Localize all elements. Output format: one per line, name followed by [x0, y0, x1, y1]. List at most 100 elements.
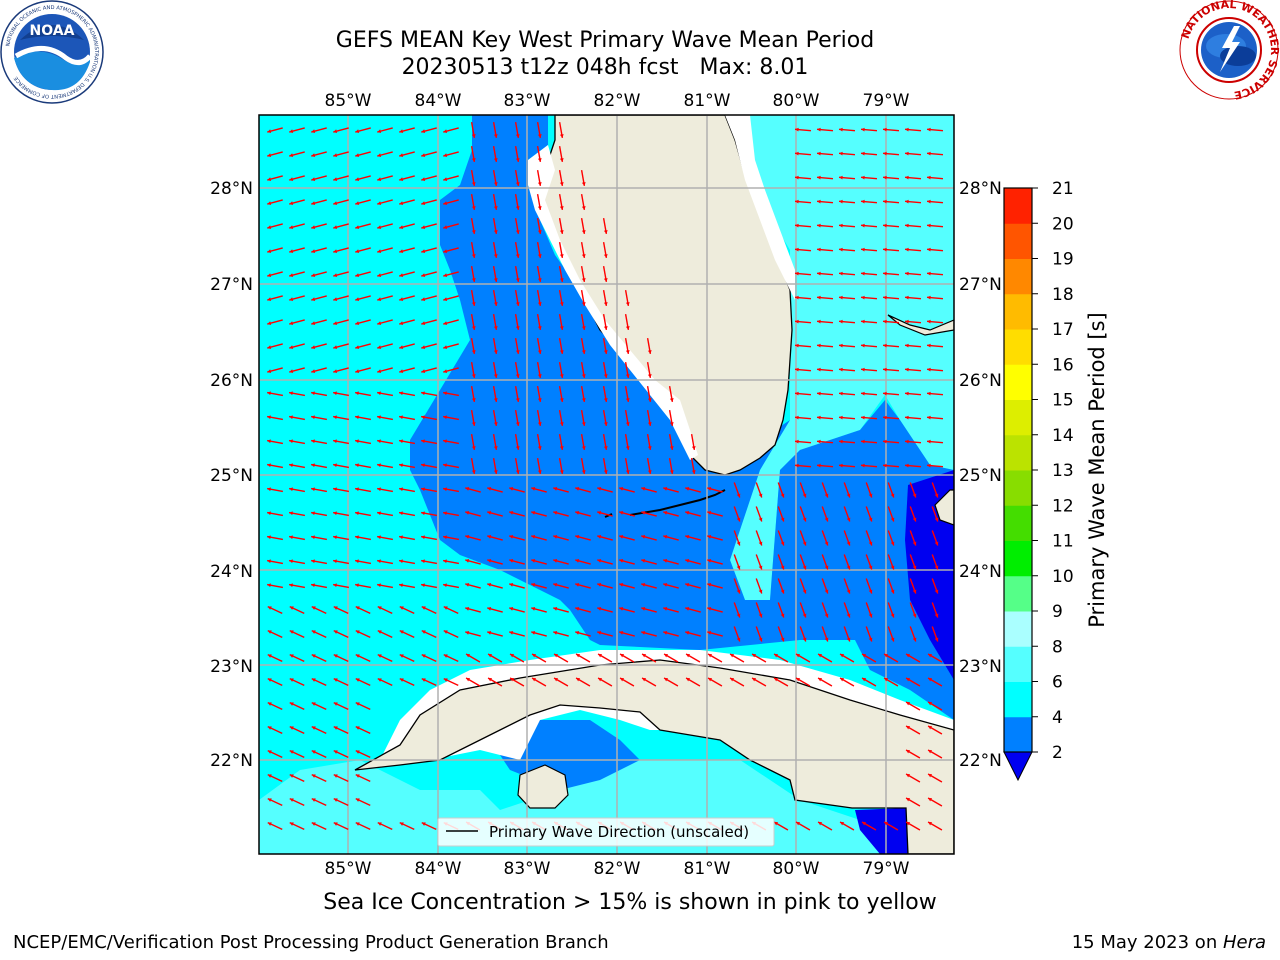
wave-direction-arrowhead [537, 422, 542, 426]
wave-direction-arrowhead [559, 374, 564, 378]
wave-direction-arrowhead [399, 463, 403, 468]
wave-direction-arrowhead [890, 541, 895, 546]
wave-direction-arrowhead [399, 369, 404, 374]
wave-direction-arrowhead [861, 175, 865, 180]
wave-direction-arrowhead [377, 153, 382, 158]
wave-direction-arrowhead [575, 534, 580, 539]
wave-direction-arrowhead [465, 486, 470, 491]
wave-direction-arrowhead [289, 391, 293, 396]
wave-direction-arrowhead [515, 470, 520, 474]
wave-direction-arrowhead [839, 271, 843, 276]
wave-direction-arrowhead [355, 129, 360, 134]
chart-subtitle: 20230513 t12z 048h fcst Max: 8.01 [250, 54, 960, 81]
wave-direction-arrowhead [355, 321, 360, 326]
wave-direction-arrowhead [443, 487, 447, 492]
wave-direction-arrowhead [377, 559, 381, 564]
wave-direction-arrowhead [466, 654, 471, 658]
wave-direction-arrowhead [862, 678, 867, 682]
wave-direction-arrowhead [905, 175, 909, 180]
wave-direction-arrowhead [289, 678, 294, 682]
wave-direction-arrowhead [355, 415, 359, 420]
wave-direction-arrowhead [487, 534, 492, 539]
wave-direction-arrowhead [906, 702, 911, 706]
wave-direction-arrowhead [267, 750, 272, 754]
wave-direction-arrowhead [471, 134, 476, 138]
map-frame [258, 114, 955, 855]
wave-direction-arrowhead [603, 398, 608, 402]
sea-ice-note: Sea Ice Concentration > 15% is shown in … [323, 890, 937, 915]
wave-direction-arrowhead [597, 486, 602, 491]
wave-direction-arrowhead [774, 678, 779, 682]
wave-direction-arrowhead [861, 271, 865, 276]
lat-tick-25n: 25°N [210, 466, 253, 486]
wave-direction-arrowhead [736, 637, 741, 642]
lon-tick-80w: 80°W [773, 91, 820, 111]
wave-direction-arrowhead [471, 254, 476, 258]
wave-direction-arrowhead [861, 415, 865, 420]
wave-direction-arrowhead [883, 199, 887, 204]
wave-direction-arrowhead [868, 637, 873, 642]
wave-direction-arrowhead [333, 249, 338, 254]
wave-direction-arrowhead [421, 822, 426, 826]
colorbar-tick-label: 14 [1052, 426, 1074, 446]
lat-tick-25n: 25°N [959, 466, 1002, 486]
wave-direction-arrowhead [861, 343, 865, 348]
wave-direction-arrowhead [625, 374, 630, 378]
wave-direction-arrowhead [839, 151, 843, 156]
wave-direction-arrowhead [927, 319, 931, 324]
wave-direction-arrowhead [488, 678, 493, 682]
wave-direction-arrowhead [333, 511, 337, 516]
wave-direction-arrowhead [443, 369, 448, 374]
wave-direction-arrowhead [685, 630, 690, 635]
footer-host: Hera [1222, 932, 1266, 953]
wave-direction-arrowhead [642, 678, 647, 682]
wave-direction-arrowhead [493, 302, 498, 306]
wave-direction-arrowhead [267, 487, 271, 492]
colorbar-segment [1004, 258, 1032, 295]
wave-direction-arrowhead [839, 199, 843, 204]
wave-direction-arrowhead [537, 350, 542, 354]
wave-direction-arrowhead [333, 702, 338, 706]
wave-direction-arrowhead [575, 486, 580, 491]
wave-direction-arrowhead [758, 589, 763, 594]
wave-direction-arrowhead [488, 654, 493, 658]
wave-direction-arrowhead [912, 613, 917, 618]
wave-direction-arrowhead [493, 326, 498, 330]
wave-direction-arrowhead [824, 589, 829, 594]
wave-direction-arrowhead [493, 254, 498, 258]
colorbar-segment [1004, 188, 1032, 224]
wave-direction-arrowhead [780, 613, 785, 618]
wave-direction-arrowhead [603, 446, 608, 450]
wave-direction-arrowhead [355, 654, 360, 658]
wave-direction-arrowhead [471, 398, 476, 402]
wave-direction-arrowhead [515, 374, 520, 378]
wave-direction-arrowhead [267, 297, 272, 302]
wave-direction-arrowhead [641, 582, 646, 587]
wave-direction-arrowhead [934, 565, 939, 570]
wave-direction-arrowhead [399, 177, 404, 182]
andros-island [934, 489, 954, 526]
lon-ticks-top: 85°W 84°W 83°W 82°W 81°W 80°W 79°W [325, 91, 910, 111]
wave-direction-arrowhead [311, 153, 316, 158]
wave-direction-arrowhead [532, 654, 537, 658]
wave-direction-arrowhead [647, 422, 652, 426]
wave-direction-arrowhead [817, 319, 821, 324]
wave-direction-arrowhead [641, 534, 646, 539]
wave-direction-arrowhead [669, 422, 674, 426]
wave-direction-arrowhead [421, 273, 426, 278]
colorbar-tick-label: 16 [1052, 355, 1074, 375]
wave-direction-arrowhead [642, 654, 647, 658]
wave-direction-arrowhead [333, 630, 338, 634]
wave-direction-arrowhead [905, 439, 909, 444]
wave-direction-arrowhead [625, 422, 630, 426]
colorbar-under-extend [1003, 751, 1033, 782]
wave-direction-arrowhead [840, 654, 845, 658]
wave-direction-arrowhead [421, 415, 425, 420]
wave-direction-arrowhead [758, 517, 763, 522]
wave-direction-arrowhead [531, 558, 536, 563]
colorbar-tick-label: 12 [1052, 496, 1074, 516]
wave-direction-arrowhead [598, 654, 603, 658]
wave-direction-arrowhead [839, 127, 843, 132]
wave-direction-arrowhead [883, 319, 887, 324]
